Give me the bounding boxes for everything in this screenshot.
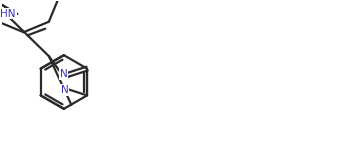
Text: N: N <box>60 69 67 79</box>
Text: HN: HN <box>0 9 16 19</box>
Text: N: N <box>61 85 68 95</box>
